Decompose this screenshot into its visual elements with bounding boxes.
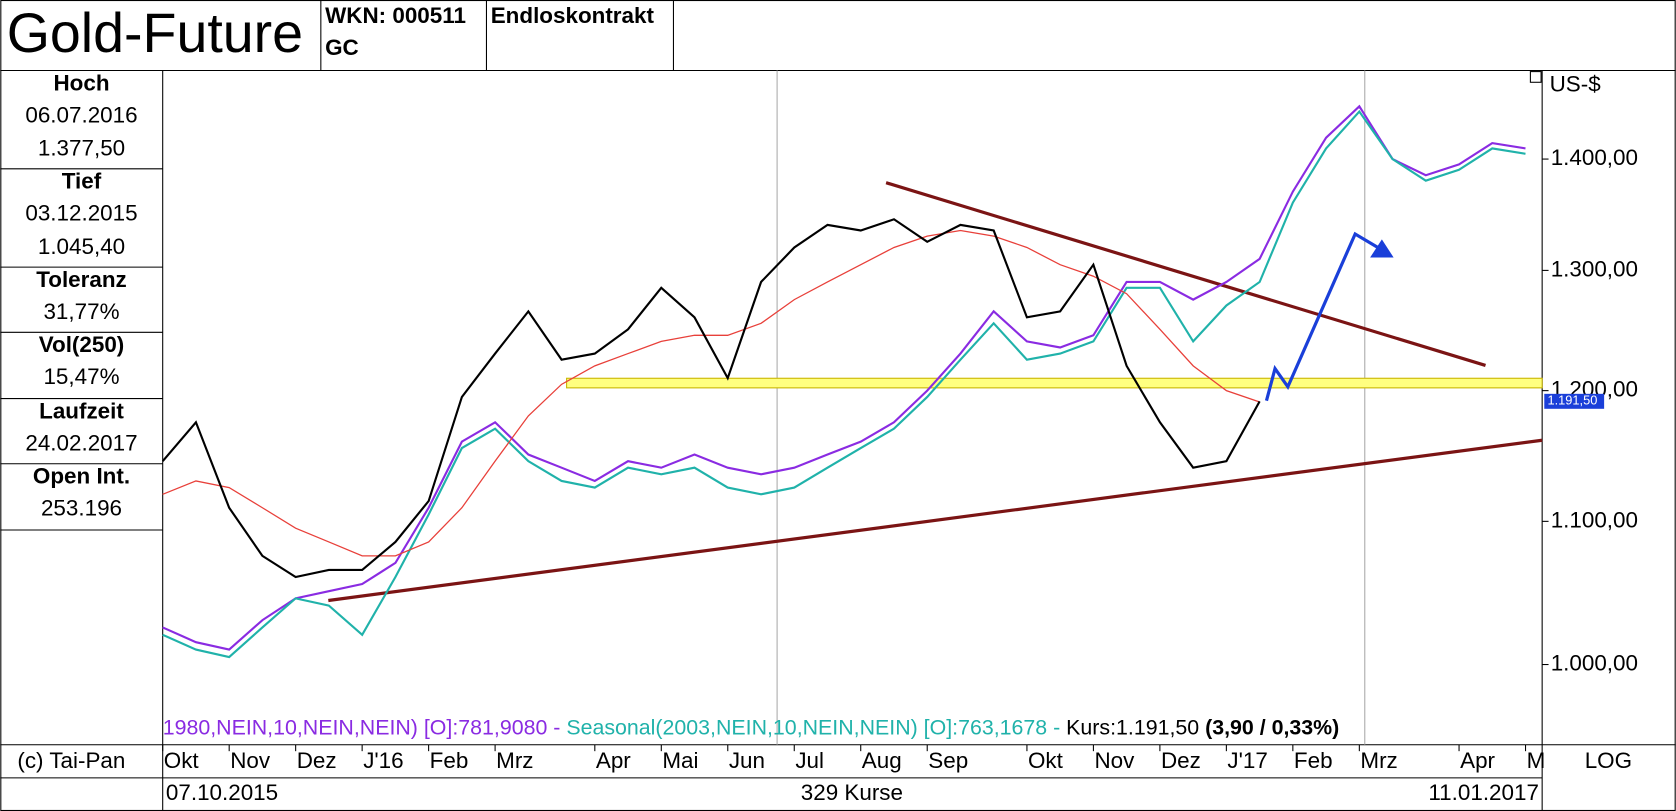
x-tick-label: Mai bbox=[662, 748, 698, 773]
title: Gold-Future bbox=[7, 2, 303, 64]
x-tick-label: Nov bbox=[1094, 748, 1135, 773]
stat-value: 06.07.2016 bbox=[25, 102, 137, 127]
series-line bbox=[161, 218, 1261, 579]
last-price-box bbox=[1544, 393, 1605, 409]
stat-label: Laufzeit bbox=[39, 398, 124, 423]
stat-label: Tief bbox=[62, 169, 102, 194]
x-tick-label: Mrz bbox=[496, 748, 533, 773]
x-tick-label: Apr bbox=[1460, 748, 1495, 773]
legend: 1980,NEIN,10,NEIN,NEIN) [O]:781,9080 - S… bbox=[163, 715, 1340, 739]
y-tick-label: 1.300,00 bbox=[1551, 256, 1638, 281]
stat-value: 1.045,40 bbox=[38, 234, 125, 259]
x-tick-label: Nov bbox=[230, 748, 271, 773]
series-line bbox=[162, 229, 1260, 557]
arrow-head bbox=[1370, 239, 1394, 258]
series-line bbox=[162, 104, 1526, 651]
x-tick-label: Feb bbox=[430, 748, 469, 773]
x-tick-label: M bbox=[1527, 748, 1546, 773]
y-tick-label: 1.100,00 bbox=[1551, 507, 1638, 532]
stat-value: 03.12.2015 bbox=[25, 201, 137, 226]
x-tick-label: J'17 bbox=[1227, 748, 1267, 773]
plot bbox=[161, 104, 1526, 659]
legend-entry: Kurs:1.191,50 bbox=[1066, 715, 1205, 739]
stat-value: 24.02.2017 bbox=[25, 430, 137, 455]
stat-label: Open Int. bbox=[33, 464, 130, 489]
stat-value: 253.196 bbox=[41, 496, 122, 521]
start-date: 07.10.2015 bbox=[166, 780, 278, 805]
stat-label: Vol(250) bbox=[39, 332, 125, 357]
stat-value: 1.377,50 bbox=[38, 136, 125, 161]
end-date: 11.01.2017 bbox=[1428, 780, 1539, 805]
x-tick-label: Mrz bbox=[1360, 748, 1397, 773]
last-price-label: 1.191,50 bbox=[1547, 393, 1597, 408]
x-tick-label: J'16 bbox=[363, 748, 403, 773]
symbol: GC bbox=[325, 35, 359, 60]
legend-entry: Seasonal(2003,NEIN,10,NEIN,NEIN) [O]:763… bbox=[566, 715, 1066, 739]
legend-entry: 1980,NEIN,10,NEIN,NEIN) [O]:781,9080 - bbox=[163, 715, 567, 739]
y-tick-label: 1.000,00 bbox=[1551, 650, 1638, 675]
trend-line bbox=[885, 181, 1486, 367]
x-tick-label: Dez bbox=[1161, 748, 1201, 773]
series-line bbox=[162, 109, 1526, 659]
x-tick-label: Okt bbox=[1028, 748, 1064, 773]
legend-entry: (3,90 / 0,33%) bbox=[1205, 715, 1339, 739]
count: 329 Kurse bbox=[801, 780, 903, 805]
scale-mode[interactable]: LOG bbox=[1585, 748, 1632, 773]
support-zone bbox=[566, 377, 1543, 389]
x-tick-label: Jul bbox=[795, 748, 824, 773]
stat-value: 15,47% bbox=[43, 364, 119, 389]
x-tick-label: Feb bbox=[1294, 748, 1333, 773]
x-tick-label: Aug bbox=[862, 748, 902, 773]
x-tick-label: Okt bbox=[164, 748, 200, 773]
wkn: WKN: 000511 bbox=[325, 3, 466, 28]
trend-line bbox=[328, 438, 1543, 603]
forecast-arrow bbox=[1264, 231, 1391, 402]
x-tick-label: Jun bbox=[729, 748, 765, 773]
x-tick-label: Apr bbox=[596, 748, 631, 773]
copyright: (c) Tai-Pan bbox=[17, 748, 125, 773]
close-box[interactable] bbox=[1529, 71, 1542, 83]
y-axis-label: US-$ bbox=[1550, 71, 1602, 96]
stat-label: Hoch bbox=[53, 70, 109, 95]
stat-label: Toleranz bbox=[36, 267, 127, 292]
y-tick-label: 1.400,00 bbox=[1551, 145, 1638, 170]
x-tick-label: Dez bbox=[297, 748, 337, 773]
stat-value: 31,77% bbox=[43, 299, 119, 324]
x-tick-label: Sep bbox=[928, 748, 968, 773]
contract: Endloskontrakt bbox=[491, 3, 655, 28]
